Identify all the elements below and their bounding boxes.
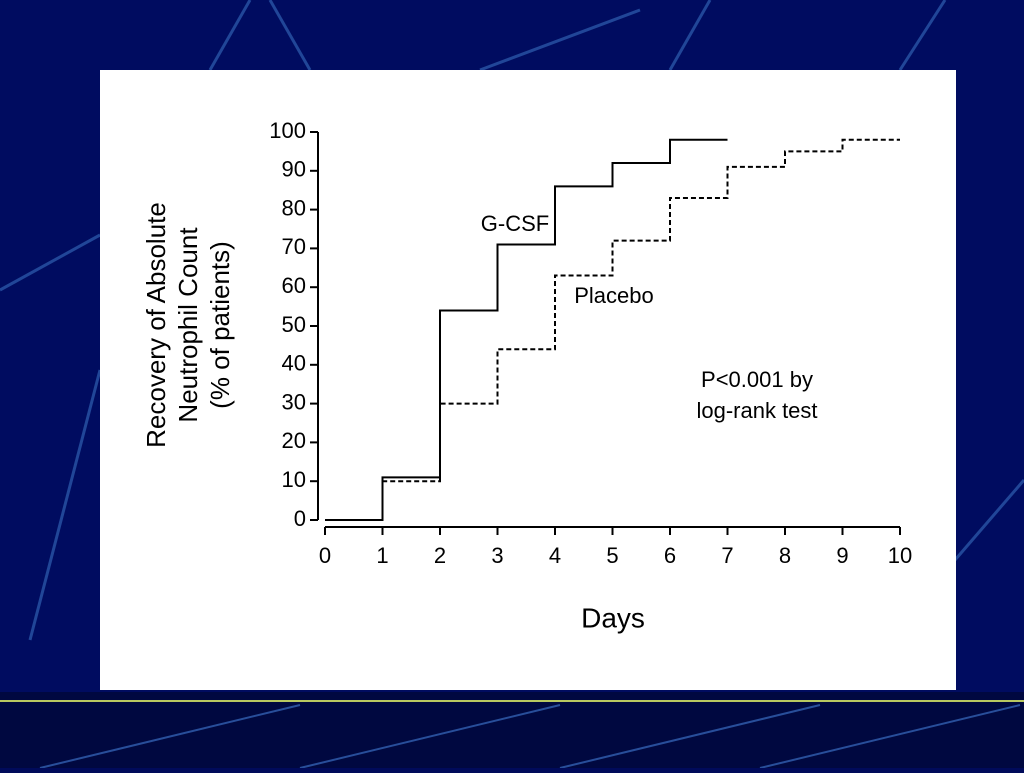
x-axis-label: Days: [581, 602, 645, 633]
x-tick-label: 2: [434, 543, 446, 568]
footer-decor: [39, 704, 1021, 769]
y-tick-label: 30: [282, 389, 306, 414]
y-tick-label: 20: [282, 428, 306, 453]
decor-lines: [0, 0, 1024, 641]
y-tick-label: 70: [282, 234, 306, 259]
y-tick-label: 0: [294, 506, 306, 531]
y-tick-label: 60: [282, 273, 306, 298]
y-tick-label: 80: [282, 195, 306, 220]
y-tick-label: 100: [269, 118, 306, 143]
x-tick-label: 7: [721, 543, 733, 568]
x-tick-label: 10: [888, 543, 912, 568]
series-line: [325, 138, 728, 521]
series-line: [325, 138, 900, 521]
decor-line: [0, 233, 101, 292]
y-axis-label: Neutrophil Count: [173, 227, 203, 423]
chart: Recovery of Absolute Neutrophil Count (%…: [141, 118, 912, 634]
decor-line: [559, 704, 821, 769]
x-tick-label: 6: [664, 543, 676, 568]
annotation: P<0.001 by: [701, 367, 813, 392]
decor-line: [28, 369, 102, 641]
decor-line: [898, 0, 947, 71]
decor-line: [268, 0, 312, 71]
x-tick-label: 0: [319, 543, 331, 568]
decor-line: [299, 704, 561, 769]
x-tick-label: 8: [779, 543, 791, 568]
decor-line: [208, 0, 252, 71]
annotation: log-rank test: [696, 398, 817, 423]
y-tick-label: 10: [282, 467, 306, 492]
decor-line: [39, 704, 301, 769]
y-tick-label: 90: [282, 157, 306, 182]
chart-panel: [100, 70, 956, 690]
y-tick-label: 40: [282, 351, 306, 376]
series-label: Placebo: [574, 283, 654, 308]
decor-line: [759, 704, 1021, 769]
y-tick-label: 50: [282, 312, 306, 337]
decor-line: [668, 0, 712, 71]
x-tick-label: 4: [549, 543, 561, 568]
y-axis-label: (% of patients): [205, 241, 235, 409]
x-tick-label: 3: [491, 543, 503, 568]
series-label: G-CSF: [481, 211, 549, 236]
decor-line: [953, 479, 1024, 561]
decor-line: [479, 8, 641, 72]
footer-band: [0, 692, 1024, 768]
x-tick-label: 5: [606, 543, 618, 568]
y-axis-label: Recovery of Absolute: [141, 202, 171, 448]
x-tick-label: 9: [836, 543, 848, 568]
x-tick-label: 1: [376, 543, 388, 568]
